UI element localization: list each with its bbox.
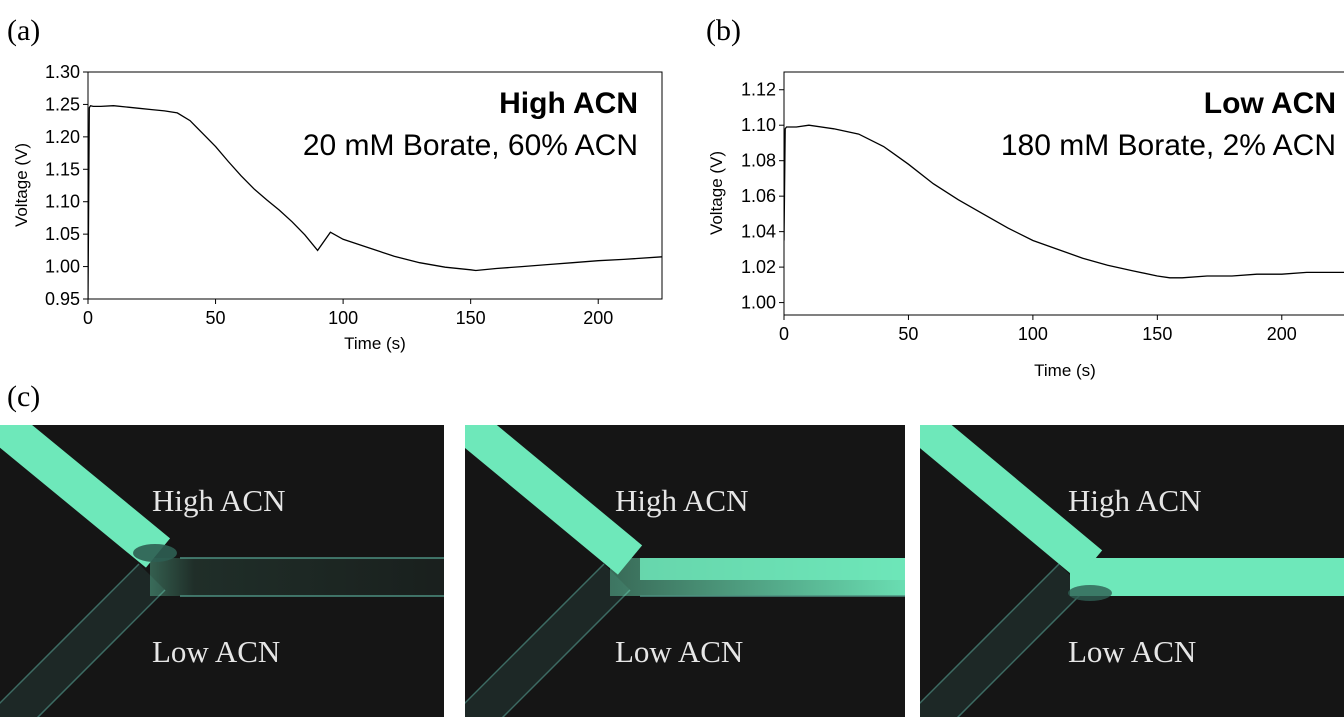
x-tick-label-a: 0 [83, 308, 93, 328]
panel-label-c: (c) [7, 380, 40, 413]
y-ticks-b: 1.00 1.02 1.04 1.06 1.08 1.10 1.12 [741, 80, 784, 313]
annotation-title-b: Low ACN [1204, 87, 1336, 120]
chart-a: 0.95 1.00 1.05 1.10 1.15 1.20 1.25 1.30 0 50 100 1… [12, 62, 663, 353]
y-tick-label-b: 1.00 [741, 293, 776, 313]
x-axis-title-b: Time (s) [1034, 361, 1096, 380]
micrograph-1: High ACN Low ACN [0, 425, 444, 717]
micrograph-3-canvas: High ACN Low ACN [920, 425, 1344, 717]
y-axis-title-b: Voltage (V) [707, 151, 726, 235]
micrograph-2-low-label: Low ACN [615, 634, 743, 669]
x-tick-label-a: 50 [206, 308, 226, 328]
y-tick-label-a: 1.15 [45, 159, 80, 179]
micrograph-3: High ACN Low ACN [920, 425, 1344, 717]
micrograph-1-canvas: High ACN Low ACN [0, 425, 444, 717]
y-ticks-a: 0.95 1.00 1.05 1.10 1.15 1.20 1.25 1.30 [45, 62, 88, 309]
x-tick-label-a: 200 [583, 308, 613, 328]
x-ticks-b: 0 50 100 150 200 [779, 315, 1297, 344]
panel-label-b: (b) [706, 14, 741, 47]
annotation-title-a: High ACN [499, 87, 638, 120]
y-tick-label-b: 1.08 [741, 151, 776, 171]
x-tick-label-b: 100 [1018, 324, 1048, 344]
annotation-text-a: 20 mM Borate, 60% ACN [303, 129, 638, 162]
y-tick-label-b: 1.04 [741, 222, 776, 242]
y-tick-label-a: 0.95 [45, 289, 80, 309]
micrograph-2-high-label: High ACN [615, 483, 749, 518]
y-tick-label-a: 1.05 [45, 224, 80, 244]
y-tick-label-a: 1.10 [45, 192, 80, 212]
chart-b: 1.00 1.02 1.04 1.06 1.08 1.10 1.12 0 50 100 150 20… [707, 71, 1344, 380]
y-tick-label-b: 1.06 [741, 186, 776, 206]
voltage-line-a [88, 104, 662, 299]
micrograph-2: High ACN Low ACN [465, 425, 905, 717]
y-tick-label-a: 1.25 [45, 94, 80, 114]
voltage-line-b [784, 124, 1344, 279]
x-tick-label-b: 150 [1142, 324, 1172, 344]
micrograph-2-canvas: High ACN Low ACN [465, 425, 905, 717]
plot-frame-a [87, 71, 663, 300]
y-tick-label-a: 1.20 [45, 127, 80, 147]
y-tick-label-a: 1.00 [45, 257, 80, 277]
x-ticks-a: 0 50 100 150 200 [83, 299, 613, 328]
x-tick-label-b: 0 [779, 324, 789, 344]
x-tick-label-b: 200 [1267, 324, 1297, 344]
x-tick-label-b: 50 [898, 324, 918, 344]
panel-label-a: (a) [7, 14, 40, 47]
x-tick-label-a: 150 [456, 308, 486, 328]
x-axis-title-a: Time (s) [344, 334, 406, 353]
y-tick-label-b: 1.02 [741, 257, 776, 277]
x-tick-label-a: 100 [328, 308, 358, 328]
y-axis-title-a: Voltage (V) [12, 143, 31, 227]
micrograph-1-high-label: High ACN [152, 483, 286, 518]
y-tick-label-b: 1.10 [741, 115, 776, 135]
micrograph-1-low-label: Low ACN [152, 634, 280, 669]
micrograph-3-low-label: Low ACN [1068, 634, 1196, 669]
annotation-text-b: 180 mM Borate, 2% ACN [1001, 129, 1336, 162]
micrograph-3-high-label: High ACN [1068, 483, 1202, 518]
y-tick-label-a: 1.30 [45, 62, 80, 82]
y-tick-label-b: 1.12 [741, 80, 776, 100]
